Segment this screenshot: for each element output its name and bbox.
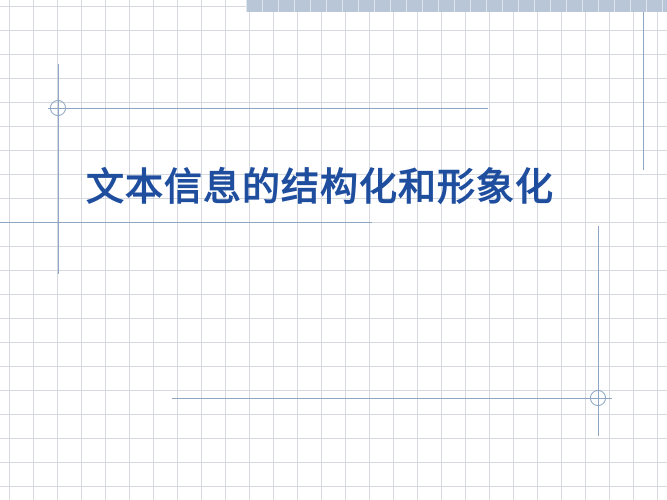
decor-line-top-horizontal: [48, 108, 488, 109]
decor-circle-bottom: [590, 390, 606, 406]
top-decorative-bar: [246, 0, 667, 12]
decor-line-under-title: [0, 222, 372, 223]
slide-title: 文本信息的结构化和形象化: [86, 164, 555, 209]
decor-line-bottom-horizontal: [172, 398, 612, 399]
decor-line-top-vertical: [58, 64, 59, 274]
decor-line-bottom-vertical: [598, 226, 599, 436]
decor-circle-top: [50, 100, 66, 116]
decor-line-right-vertical: [643, 12, 644, 170]
